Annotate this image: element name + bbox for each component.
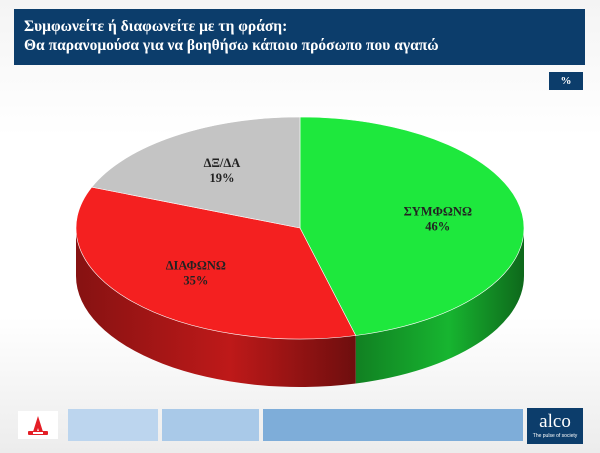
alco-logo-tagline: The pulse of society <box>532 433 578 439</box>
question-header: Συμφωνείτε ή διαφωνείτε με τη φράση: Θα … <box>14 9 585 65</box>
alco-logo-word: alco <box>539 411 571 432</box>
slice-value-ΔΞ/ΔΑ: 19% <box>209 171 234 185</box>
footer-bar-3 <box>263 409 523 441</box>
pie-slice-ΔΙΑΦΩΝΩ <box>75 186 357 340</box>
pie-side-ΣΥΜΦΩΝΩ <box>355 228 524 384</box>
pie-slice-ΔΞ/ΔΑ <box>91 116 301 229</box>
slice-value-ΔΙΑΦΩΝΩ: 35% <box>183 274 208 288</box>
pie-slice-ΣΥΜΦΩΝΩ <box>299 116 525 336</box>
question-line-2: Θα παρανομούσα για να βοηθήσω κάποιο πρό… <box>24 37 439 54</box>
slice-label-ΔΞ/ΔΑ: ΔΞ/ΔΑ <box>204 156 241 170</box>
pie-side-ΔΙΑΦΩΝΩ <box>76 228 356 387</box>
footer-bar-1 <box>68 409 158 441</box>
alco-logo: alco The pulse of society <box>527 408 583 444</box>
unit-badge: % <box>549 72 583 90</box>
footer-bar-2 <box>162 409 259 441</box>
question-line-1: Συμφωνείτε ή διαφωνείτε με τη φράση: <box>24 18 288 35</box>
slice-label-ΔΙΑΦΩΝΩ: ΔΙΑΦΩΝΩ <box>166 259 226 273</box>
slice-value-ΣΥΜΦΩΝΩ: 46% <box>425 219 450 233</box>
alpha-tv-logo-icon <box>18 411 58 439</box>
slice-label-ΣΥΜΦΩΝΩ: ΣΥΜΦΩΝΩ <box>404 204 472 218</box>
